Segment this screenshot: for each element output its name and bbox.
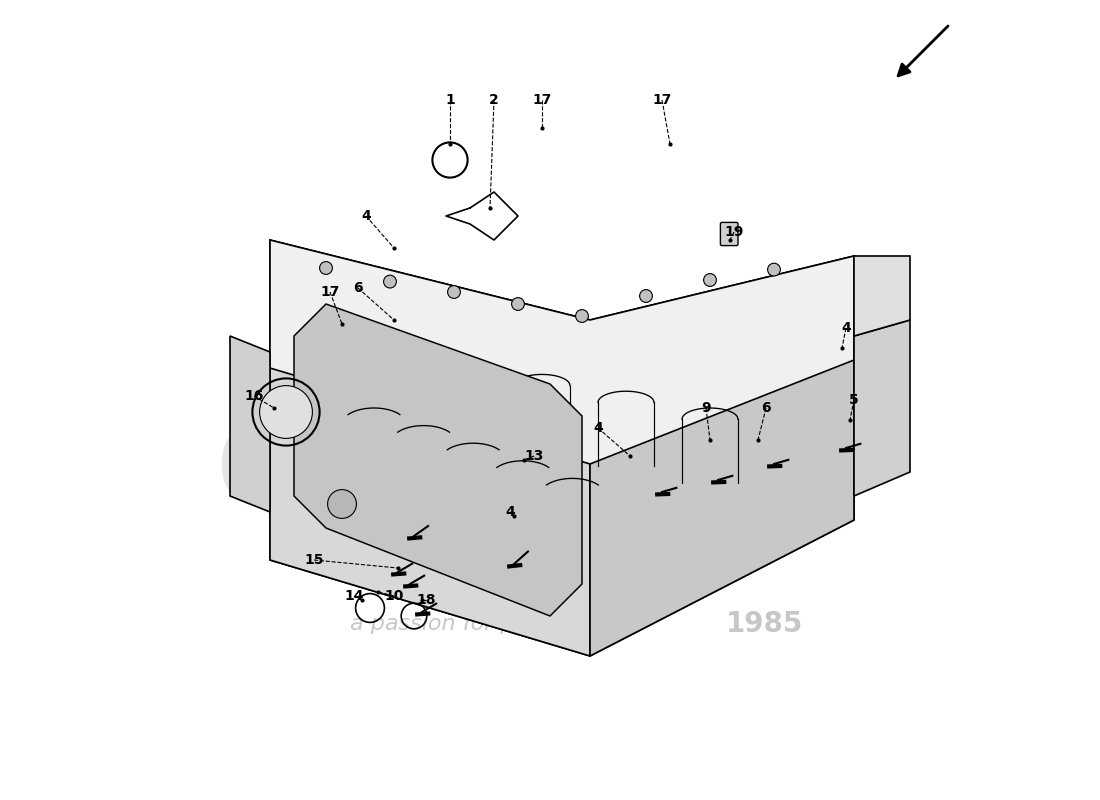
Text: 1985: 1985 [726, 610, 803, 638]
Circle shape [328, 490, 356, 518]
Circle shape [320, 262, 332, 274]
Circle shape [384, 275, 396, 288]
Text: 4: 4 [361, 209, 371, 223]
Polygon shape [294, 304, 582, 616]
Text: 4: 4 [593, 421, 603, 435]
Text: 6: 6 [761, 401, 771, 415]
Circle shape [575, 310, 589, 322]
Text: 6: 6 [353, 281, 363, 295]
Text: 4: 4 [505, 505, 515, 519]
Text: 10: 10 [384, 589, 404, 603]
Polygon shape [270, 240, 590, 656]
Polygon shape [230, 336, 270, 512]
Text: 17: 17 [532, 93, 552, 107]
Circle shape [639, 290, 652, 302]
Text: eu: eu [214, 390, 427, 538]
Text: 18: 18 [416, 593, 436, 607]
Circle shape [260, 386, 312, 438]
Polygon shape [854, 256, 910, 336]
Polygon shape [854, 320, 910, 496]
Text: 16: 16 [244, 389, 264, 403]
Text: 14: 14 [344, 589, 364, 603]
Text: 4: 4 [842, 321, 851, 335]
Text: res: res [590, 390, 860, 538]
Text: 13: 13 [525, 449, 543, 463]
Text: a passion for parts: a passion for parts [350, 614, 558, 634]
Text: 17: 17 [320, 285, 340, 299]
Circle shape [512, 298, 525, 310]
Text: 19: 19 [724, 225, 744, 239]
Polygon shape [270, 360, 854, 656]
Text: 5: 5 [849, 393, 859, 407]
FancyBboxPatch shape [720, 222, 738, 246]
Circle shape [704, 274, 716, 286]
Text: 15: 15 [305, 553, 323, 567]
Polygon shape [270, 240, 854, 464]
Text: 2: 2 [490, 93, 499, 107]
Circle shape [448, 286, 461, 298]
Text: 1: 1 [446, 93, 455, 107]
Text: 17: 17 [652, 93, 672, 107]
Text: 9: 9 [701, 401, 711, 415]
Polygon shape [590, 256, 854, 656]
Circle shape [768, 263, 780, 276]
